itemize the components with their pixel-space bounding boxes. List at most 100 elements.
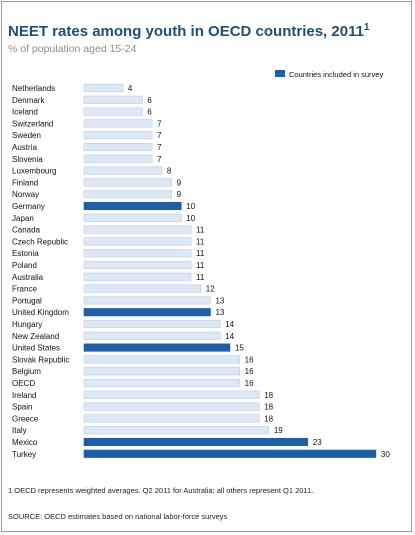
category-label: Canada <box>12 226 41 235</box>
value-label: 11 <box>196 226 205 235</box>
bar <box>83 95 143 104</box>
bar-highlighted <box>83 201 182 211</box>
value-label: 16 <box>245 367 254 376</box>
category-label: Slovak Republic <box>12 355 69 364</box>
value-label: 16 <box>245 379 254 388</box>
value-label: 16 <box>245 355 254 364</box>
value-label: 7 <box>157 143 162 152</box>
category-label: Belgium <box>12 367 41 376</box>
category-label: Germany <box>12 202 45 211</box>
value-label: 12 <box>206 285 215 294</box>
bar <box>83 213 182 222</box>
category-label: Turkey <box>12 450 36 459</box>
value-label: 6 <box>147 96 152 105</box>
legend-swatch <box>275 70 285 77</box>
category-label: OECD <box>12 379 35 388</box>
chart-title: NEET rates among youth in OECD countries… <box>8 22 370 40</box>
value-label: 18 <box>264 391 273 400</box>
bar <box>83 367 240 376</box>
value-label: 14 <box>225 332 234 341</box>
category-label: New Zealand <box>12 332 59 341</box>
bar <box>83 331 221 340</box>
category-label: Finland <box>12 178 38 187</box>
category-label: Switzerland <box>12 119 53 128</box>
value-label: 9 <box>177 178 182 187</box>
category-label: Slovenia <box>12 155 43 164</box>
category-label: Italy <box>12 426 27 435</box>
category-label: Sweden <box>12 131 41 140</box>
bar <box>83 296 211 305</box>
category-label: Luxembourg <box>12 167 56 176</box>
value-label: 18 <box>264 403 273 412</box>
bar <box>83 272 192 281</box>
bar <box>83 178 172 187</box>
chart-subtitle: % of population aged 15-24 <box>8 43 137 55</box>
bar <box>83 319 221 329</box>
bar <box>83 378 240 388</box>
bar-highlighted <box>83 343 231 352</box>
value-label: 7 <box>157 155 162 164</box>
category-label: Poland <box>12 261 37 270</box>
bar <box>83 355 240 364</box>
bar <box>83 260 192 270</box>
value-label: 11 <box>196 261 205 270</box>
value-label: 10 <box>186 202 195 211</box>
value-label: 15 <box>235 344 244 353</box>
category-label: France <box>12 285 37 294</box>
value-label: 14 <box>225 320 234 329</box>
category-label: Hungary <box>12 320 42 329</box>
category-label: United Kingdom <box>12 308 69 317</box>
category-label: United States <box>12 344 60 353</box>
category-label: Greece <box>12 414 39 423</box>
bar <box>83 426 270 435</box>
bar-highlighted <box>83 449 377 458</box>
value-label: 19 <box>274 426 283 435</box>
value-label: 6 <box>147 108 152 117</box>
category-label: Austria <box>12 143 37 152</box>
bar <box>83 83 124 93</box>
category-label: Denmark <box>12 96 45 105</box>
bar <box>83 166 163 175</box>
value-label: 4 <box>128 84 133 93</box>
legend-label: Countries included in survey <box>289 70 383 79</box>
bar <box>83 237 192 246</box>
footnote: 1 OECD represents weighted averages. Q2 … <box>8 486 314 495</box>
bar <box>83 107 143 116</box>
value-label: 11 <box>196 273 205 282</box>
category-label: Spain <box>12 403 32 412</box>
bar <box>83 154 153 163</box>
value-label: 10 <box>186 214 195 223</box>
category-label: Netherlands <box>12 84 55 93</box>
value-label: 23 <box>313 438 322 447</box>
category-label: Iceland <box>12 108 38 117</box>
value-label: 13 <box>215 296 224 305</box>
value-label: 13 <box>215 308 224 317</box>
value-label: 7 <box>157 131 162 140</box>
title-footnote-marker: 1 <box>363 22 370 33</box>
value-label: 9 <box>177 190 182 199</box>
bar <box>83 414 260 423</box>
bar-highlighted <box>83 308 211 317</box>
bar <box>83 249 192 258</box>
category-label: Portugal <box>12 296 42 305</box>
value-label: 30 <box>381 450 390 459</box>
category-label: Estonia <box>12 249 39 258</box>
bar <box>83 119 153 128</box>
bar-highlighted <box>83 437 309 447</box>
value-label: 11 <box>196 249 205 258</box>
category-label: Mexico <box>12 438 38 447</box>
bar <box>83 190 172 199</box>
category-label: Czech Republic <box>12 237 68 246</box>
source-note: SOURCE: OECD estimates based on national… <box>8 512 228 521</box>
bar <box>83 225 192 234</box>
value-label: 7 <box>157 119 162 128</box>
bar <box>83 131 153 140</box>
bar <box>83 402 260 411</box>
bar <box>83 142 153 152</box>
category-label: Australia <box>12 273 44 282</box>
category-label: Japan <box>12 214 34 223</box>
value-label: 8 <box>167 167 172 176</box>
bar <box>83 284 202 293</box>
bar-chart: Netherlands 4 Denmark 6 Iceland 6 Switzerland 7… <box>12 70 390 459</box>
value-label: 18 <box>264 414 273 423</box>
